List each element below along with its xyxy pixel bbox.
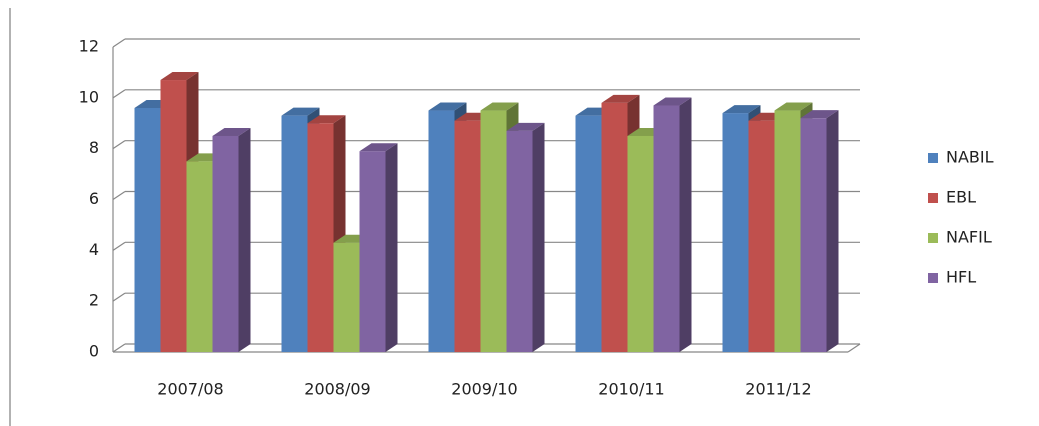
bar bbox=[722, 113, 749, 352]
legend-swatch bbox=[928, 273, 938, 283]
bar bbox=[307, 123, 334, 352]
x-tick-label: 2009/10 bbox=[451, 380, 517, 399]
bar bbox=[212, 135, 239, 352]
bar bbox=[428, 110, 455, 353]
legend-swatch bbox=[928, 193, 938, 203]
bar bbox=[748, 120, 775, 352]
bar bbox=[333, 242, 360, 352]
grid-depth bbox=[112, 191, 126, 200]
bar bbox=[480, 110, 507, 353]
bar-top bbox=[212, 127, 251, 136]
y-tick-label: 10 bbox=[79, 87, 99, 106]
bar bbox=[281, 115, 308, 352]
bar-top bbox=[653, 97, 692, 106]
bar-side bbox=[385, 143, 398, 352]
bar-top bbox=[428, 102, 467, 111]
bar-side bbox=[679, 97, 692, 352]
bar bbox=[800, 118, 827, 353]
bar bbox=[186, 161, 213, 352]
grid-depth bbox=[112, 38, 126, 48]
y-tick-label: 4 bbox=[89, 240, 99, 259]
legend-label: NABIL bbox=[946, 148, 994, 167]
x-tick-label: 2011/12 bbox=[745, 380, 811, 399]
bar bbox=[506, 130, 533, 352]
y-tick-label: 6 bbox=[89, 189, 99, 208]
bar bbox=[774, 110, 801, 353]
legend-swatch bbox=[928, 233, 938, 243]
legend-label: EBL bbox=[946, 188, 976, 207]
bar bbox=[160, 80, 187, 353]
grid-depth bbox=[112, 140, 126, 150]
bar-side bbox=[238, 127, 251, 352]
bar-top bbox=[601, 94, 640, 103]
bar-top bbox=[506, 122, 545, 131]
bar-top bbox=[281, 107, 320, 116]
bar-top bbox=[774, 102, 813, 111]
grid-depth bbox=[112, 241, 126, 251]
bar bbox=[359, 151, 386, 352]
bar bbox=[134, 108, 161, 352]
y-tick-label: 2 bbox=[89, 291, 99, 310]
legend-label: NAFIL bbox=[946, 228, 992, 247]
bar-side bbox=[532, 122, 545, 352]
y-tick-label: 8 bbox=[89, 138, 99, 157]
grid-depth bbox=[112, 292, 126, 302]
bar bbox=[653, 105, 680, 352]
bar-top bbox=[359, 143, 398, 152]
bar bbox=[601, 102, 628, 353]
bar-top bbox=[800, 110, 839, 119]
x-tick-label: 2010/11 bbox=[598, 380, 664, 399]
y-tick-label: 12 bbox=[79, 37, 99, 56]
legend-label: HFL bbox=[946, 268, 976, 287]
grid-depth bbox=[112, 89, 126, 99]
bar bbox=[454, 120, 481, 352]
bar-top bbox=[307, 115, 346, 124]
x-tick-label: 2008/09 bbox=[304, 380, 370, 399]
grid-depth bbox=[112, 343, 126, 353]
bar-top bbox=[722, 105, 761, 114]
x-tick-label: 2007/08 bbox=[157, 380, 223, 399]
bar bbox=[575, 115, 602, 352]
y-tick-label: 0 bbox=[89, 342, 99, 361]
legend-swatch bbox=[928, 153, 938, 163]
bar-top bbox=[160, 72, 199, 81]
bar-top bbox=[480, 102, 519, 111]
floor-right bbox=[847, 343, 861, 353]
bar bbox=[627, 135, 654, 352]
bar-side bbox=[826, 110, 839, 353]
